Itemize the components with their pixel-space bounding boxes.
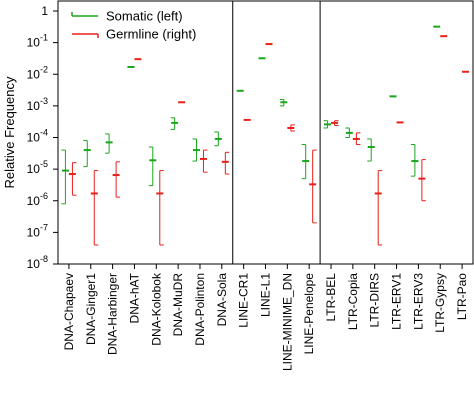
x-tick-label: DNA-Harbinger: [106, 273, 120, 355]
y-tick-label: 10-6: [27, 191, 48, 208]
x-axis: DNA-Chapaev DNA-Ginger1 DNA-Harbinger DNA-h…: [62, 264, 469, 371]
x-tick-label: LINE-MINIME_DN: [280, 273, 294, 371]
y-tick-exponent: -1: [40, 33, 48, 43]
x-tick-label: LTR-Gypsy: [433, 273, 447, 333]
x-tick-label: DNA-Polinton: [193, 273, 207, 346]
y-tick-label: 10-3: [27, 96, 48, 113]
y-tick-exponent: -4: [40, 128, 48, 138]
x-tick-label: DNA-hAT: [127, 272, 141, 323]
y-tick-exponent: -2: [40, 64, 48, 74]
y-tick-label: 10-2: [27, 64, 48, 81]
legend-entry: Germline (right): [106, 27, 196, 42]
x-tick-label: LINE-L1: [259, 273, 273, 317]
y-tick-label: 10-4: [27, 128, 48, 145]
y-tick-exponent: -5: [40, 159, 48, 169]
x-tick-label: LTR-DIRS: [368, 273, 382, 327]
x-tick-label: DNA-MuDR: [171, 273, 185, 337]
y-tick-exponent: -8: [40, 254, 48, 264]
x-tick-label: LTR-BEL: [324, 273, 338, 322]
group-separators: [232, 1, 321, 264]
x-tick-label: DNA-Sola: [215, 273, 229, 327]
x-tick-label: DNA-Kolobok: [149, 272, 163, 346]
x-tick-label: LTR-ERV1: [390, 273, 404, 330]
x-tick-label: LINE-CR1: [237, 273, 251, 328]
range-marks: [61, 25, 470, 246]
y-tick-label: 10-8: [27, 254, 48, 271]
legend: Somatic (left) Germline (right): [71, 9, 196, 42]
y-axis-title: Relative Frequency: [2, 76, 17, 188]
y-axis: 1 10-1 10-2 10-3 10-4 10-5 10-6 10-7 10-8: [27, 4, 58, 271]
x-tick-label: DNA-Ginger1: [84, 273, 98, 345]
y-tick-exponent: -7: [40, 222, 48, 232]
x-tick-label: LTR-Pao: [455, 273, 469, 320]
y-tick-label: 10-1: [27, 33, 48, 50]
x-tick-label: LINE-Penelope: [302, 273, 316, 355]
y-tick-exponent: -6: [40, 191, 48, 201]
y-tick-label: 1: [41, 4, 48, 18]
y-tick-label: 10-7: [27, 222, 48, 239]
x-tick-label: LTR-ERV3: [411, 273, 425, 330]
y-tick-exponent: -3: [40, 96, 48, 106]
x-tick-label: DNA-Chapaev: [62, 273, 76, 350]
x-tick-label: LTR-Copia: [346, 273, 360, 330]
y-tick-label: 10-5: [27, 159, 48, 176]
legend-entry: Somatic (left): [106, 9, 183, 24]
